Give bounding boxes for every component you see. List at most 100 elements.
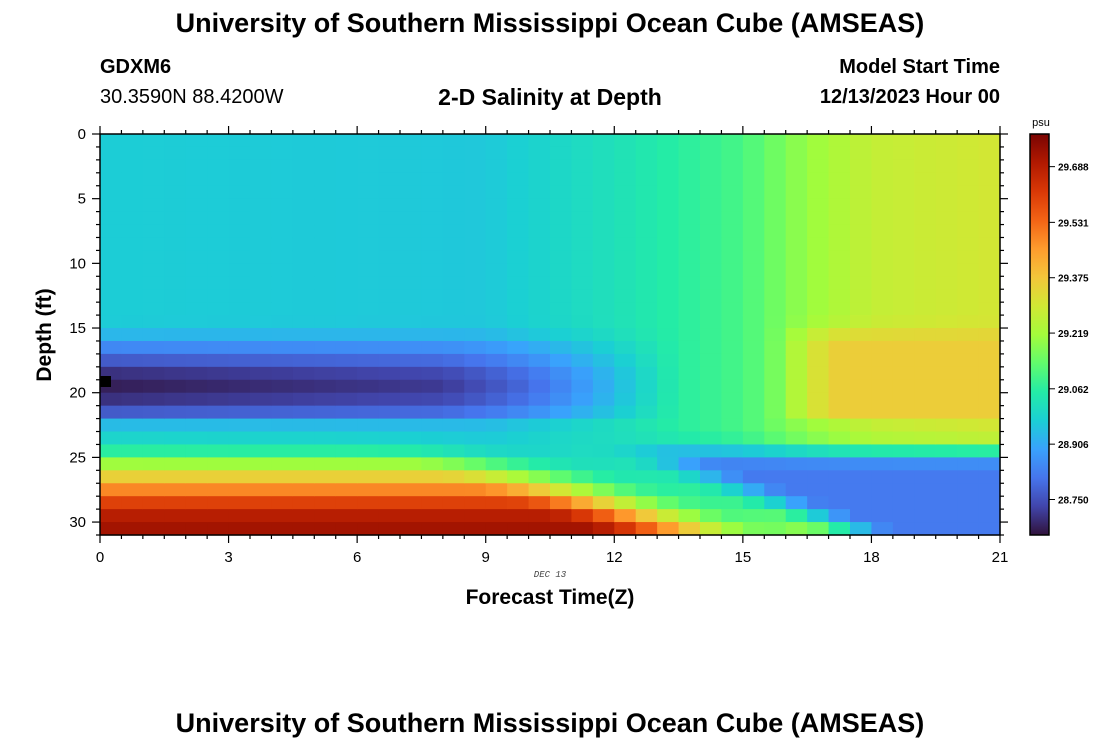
heatmap-cell [464, 483, 487, 497]
heatmap-cell [657, 302, 680, 316]
heatmap-cell [614, 392, 637, 407]
heatmap-cell [142, 470, 165, 484]
heatmap-cell [828, 315, 851, 329]
heatmap-cell [335, 353, 358, 368]
x-axis-ticks: 0 3 6 9 12 15 18 21 [96, 126, 1008, 566]
heatmap-cell [528, 250, 551, 264]
date-label: DEC 13 [534, 570, 567, 580]
heatmap-cell [807, 457, 830, 471]
heatmap-cell [785, 457, 808, 471]
heatmap-cell [550, 379, 573, 394]
heatmap-cell [678, 405, 701, 420]
heatmap-cell [228, 134, 251, 148]
heatmap-cell [764, 263, 787, 277]
heatmap-cell [871, 431, 894, 446]
heatmap-cell [935, 431, 958, 446]
heatmap-cell [421, 263, 444, 277]
heatmap-cell [550, 340, 573, 355]
heatmap-cell [785, 159, 808, 174]
heatmap-cell [592, 289, 615, 303]
heatmap-cell [635, 444, 658, 458]
heatmap-cell [571, 237, 594, 252]
heatmap-cell [164, 418, 187, 433]
heatmap-cell [335, 224, 358, 239]
heatmap-cell [978, 483, 1001, 497]
heatmap-cell [250, 340, 273, 355]
heatmap-cell [828, 198, 851, 213]
heatmap-cell [378, 302, 401, 316]
heatmap-cell [742, 496, 765, 510]
heatmap-cell [850, 328, 873, 342]
heatmap-cell [485, 431, 508, 446]
heatmap-cell [314, 211, 337, 226]
heatmap-cell [742, 379, 765, 394]
heatmap-cell [871, 457, 894, 471]
heatmap-cell [292, 431, 315, 446]
heatmap-cell [742, 457, 765, 471]
station-marker [100, 376, 111, 387]
heatmap-cell [507, 328, 530, 342]
heatmap-cell [271, 237, 294, 252]
heatmap-cell [335, 496, 358, 510]
heatmap-cell [442, 250, 465, 264]
heatmap-cell [914, 198, 937, 213]
heatmap-cell [871, 328, 894, 342]
heatmap-cell [400, 198, 423, 213]
heatmap-cell [142, 315, 165, 329]
heatmap-cell [871, 379, 894, 394]
heatmap-cell [485, 405, 508, 420]
heatmap-cell [335, 198, 358, 213]
heatmap-cell [892, 470, 915, 484]
heatmap-cell [807, 509, 830, 523]
heatmap-cell [742, 315, 765, 329]
heatmap-cell [335, 483, 358, 497]
heatmap-cell [185, 496, 208, 510]
heatmap-cell [357, 392, 380, 407]
heatmap-cell [635, 353, 658, 368]
heatmap-cell [121, 159, 144, 174]
heatmap-cell [400, 276, 423, 290]
heatmap-cell [635, 134, 658, 148]
heatmap-cell [271, 134, 294, 148]
heatmap-cell [464, 496, 487, 510]
heatmap-cell [228, 159, 251, 174]
heatmap-cell [892, 418, 915, 433]
heatmap-cell [292, 405, 315, 420]
heatmap-cell [592, 366, 615, 381]
heatmap-cell [442, 172, 465, 187]
heatmap-cell [871, 444, 894, 458]
heatmap-cell [100, 211, 123, 226]
heatmap-cell [357, 522, 380, 536]
heatmap-cell [314, 185, 337, 200]
heatmap-cell [335, 328, 358, 342]
heatmap-cell [185, 353, 208, 368]
heatmap-cell [142, 302, 165, 316]
heatmap-cell [271, 276, 294, 290]
heatmap-cell [357, 418, 380, 433]
heatmap-cell [614, 315, 637, 329]
heatmap-cell [228, 302, 251, 316]
heatmap-cell [657, 211, 680, 226]
heatmap-cell [721, 366, 744, 381]
heatmap-cell [700, 289, 723, 303]
heatmap-cell [635, 224, 658, 239]
heatmap-cell [464, 198, 487, 213]
heatmap-cell [785, 198, 808, 213]
heatmap-cell [700, 328, 723, 342]
heatmap-cell [314, 522, 337, 536]
heatmap-cell [185, 340, 208, 355]
heatmap-cell [464, 159, 487, 174]
heatmap-cell [378, 366, 401, 381]
heatmap-cell [678, 185, 701, 200]
heatmap-cell [957, 146, 980, 161]
heatmap-cell [850, 431, 873, 446]
heatmap-cell [528, 418, 551, 433]
heatmap-cell [250, 328, 273, 342]
heatmap-cell [207, 224, 230, 239]
heatmap-cell [164, 444, 187, 458]
heatmap-cell [142, 276, 165, 290]
heatmap-cell [892, 211, 915, 226]
heatmap-cell [400, 289, 423, 303]
y-axis-label: Depth (ft) [33, 288, 56, 381]
heatmap-cell [721, 328, 744, 342]
